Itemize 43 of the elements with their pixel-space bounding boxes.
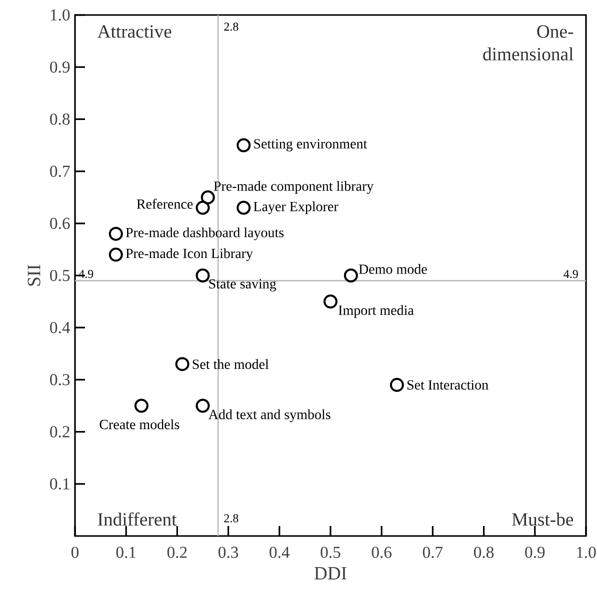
- y-tick-label: 0.1: [50, 478, 70, 490]
- x-tick-label: 0.9: [525, 546, 545, 558]
- x-tick-label: 0.2: [167, 546, 187, 558]
- y-tick-label: 0.4: [50, 322, 70, 334]
- x-tick-label: 0.4: [270, 546, 290, 558]
- y-tick-label: 0.5: [50, 270, 70, 282]
- annotation: Pre-made dashboard layouts: [126, 227, 284, 240]
- y-tick-label: 1.0: [50, 9, 70, 21]
- x-tick-label: 1.0: [577, 546, 596, 558]
- x-tick-label: 0.3: [218, 546, 238, 558]
- annotation: Must-be: [512, 512, 574, 526]
- x-tick-label: 0.7: [422, 546, 443, 558]
- x-tick-label: 0.5: [320, 546, 340, 558]
- x-tick-label: 0.1: [116, 546, 136, 558]
- y-tick-label: 0.8: [50, 114, 70, 125]
- annotation: 2.8: [224, 514, 238, 522]
- annotation: 2.8: [224, 22, 238, 31]
- annotation: Setting environment: [254, 139, 368, 152]
- y-tick-label: 0.9: [50, 61, 70, 73]
- annotation: Attractive: [97, 25, 172, 38]
- annotation: Set Interaction: [407, 380, 488, 390]
- y-tick-label: 0.6: [50, 218, 70, 230]
- y-tick-label: 0.2: [50, 426, 70, 438]
- annotation: One-dimensional: [483, 25, 574, 60]
- annotation: Import media: [338, 305, 414, 318]
- y-tick-label: 0.7: [50, 166, 70, 177]
- annotation: Pre-made component library: [214, 181, 374, 194]
- x-tick-label: 0.6: [372, 546, 392, 558]
- annotation: Pre-made Icon Library: [126, 248, 253, 262]
- annotation: 4.9: [564, 270, 578, 278]
- x-tick-label: 0.8: [474, 546, 494, 558]
- annotation: Add text and symbols: [208, 409, 330, 422]
- annotation: Reference: [136, 198, 193, 209]
- x-axis-title: DDI: [314, 567, 346, 580]
- annotation: State saving: [209, 279, 276, 292]
- annotation: Set the model: [192, 359, 269, 370]
- x-tick-label: 0: [71, 546, 79, 558]
- annotation: Layer Explorer: [254, 201, 338, 214]
- annotation: Demo mode: [358, 264, 427, 274]
- y-tick-label: 0.3: [50, 374, 70, 386]
- annotation: Indifferent: [98, 512, 177, 526]
- y-axis-title: SII: [28, 264, 40, 286]
- annotation: Create models: [100, 419, 180, 430]
